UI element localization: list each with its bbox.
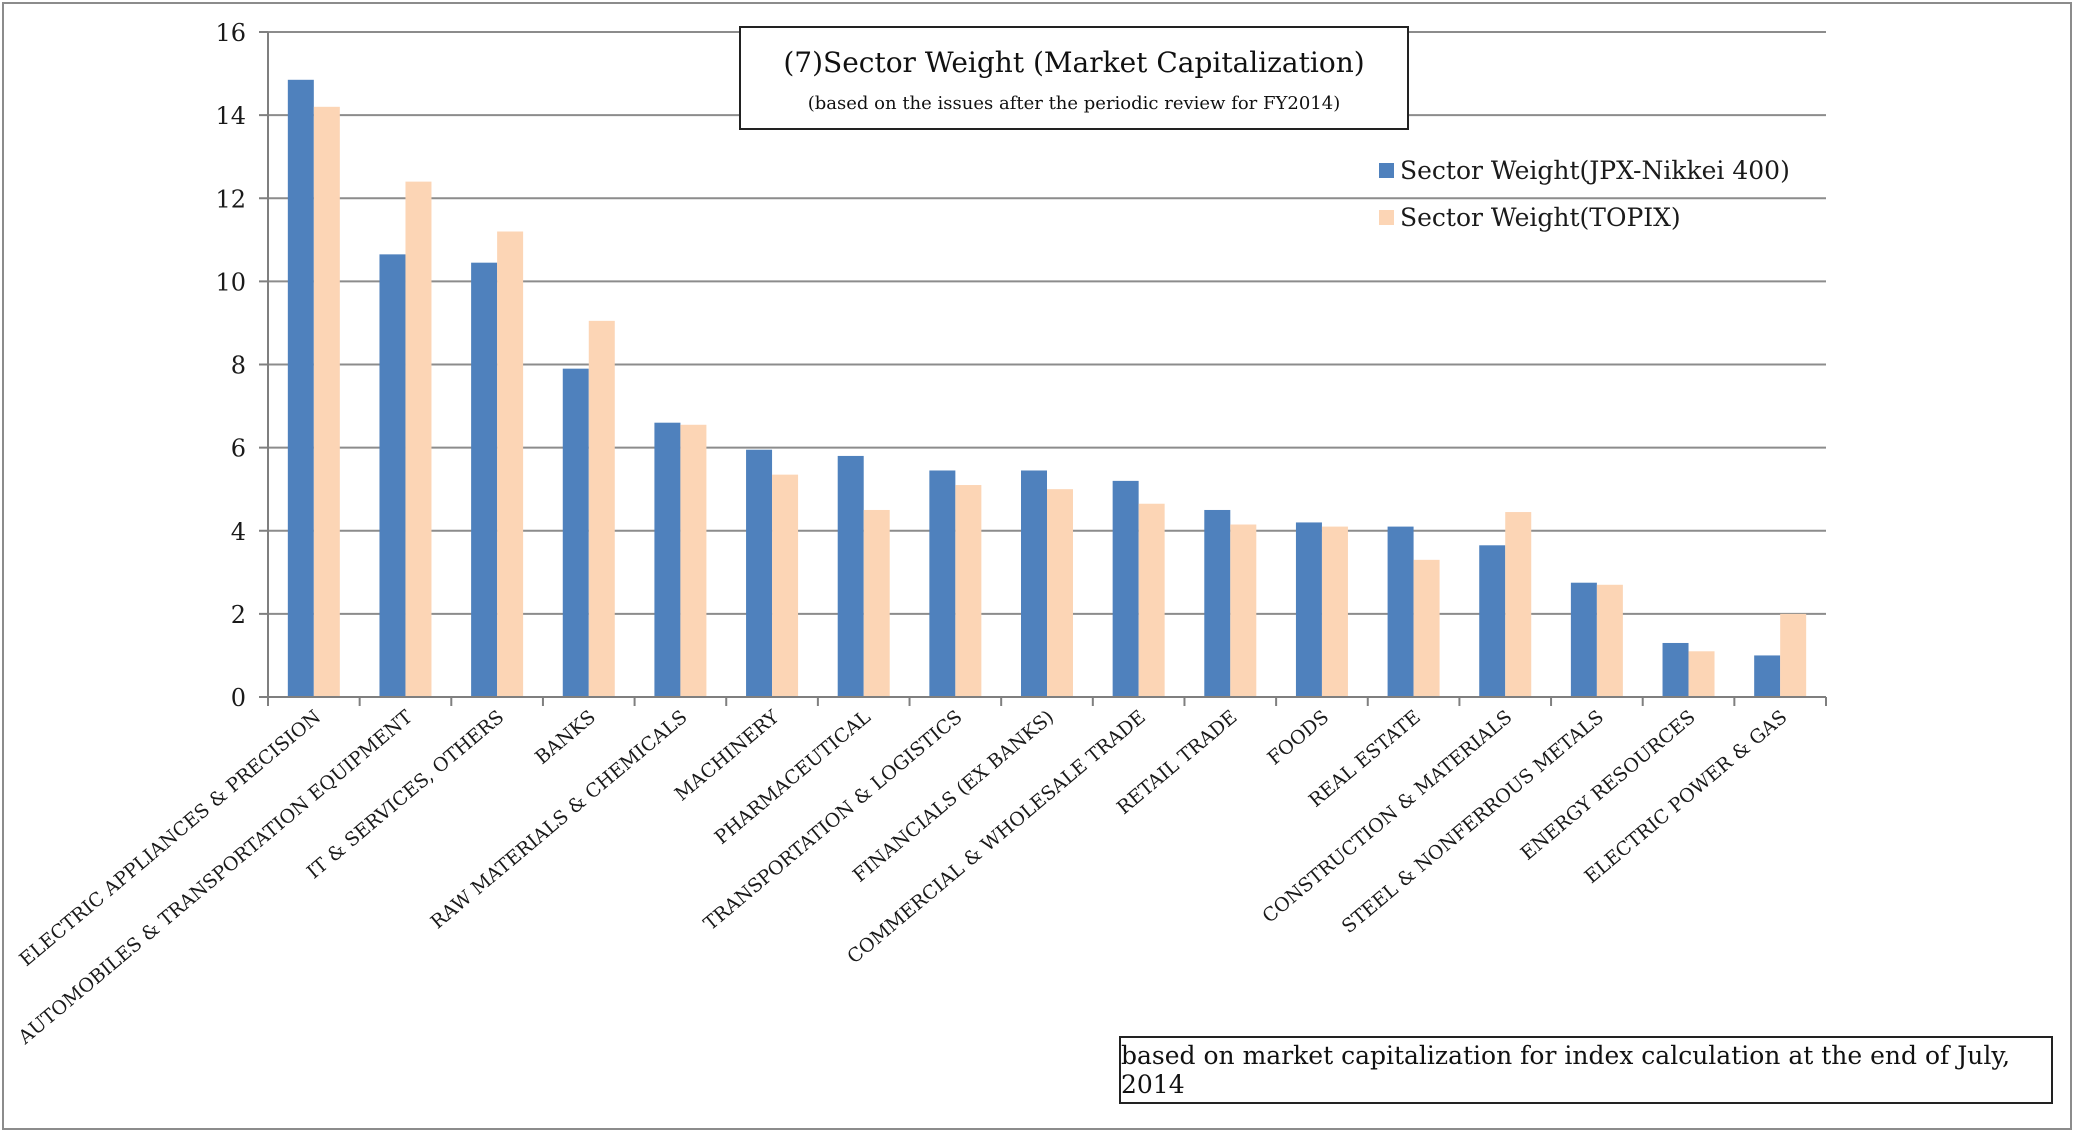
bar xyxy=(1112,480,1139,697)
category-label: ENERGY RESOURCES xyxy=(1517,706,1700,865)
y-tick-label: 6 xyxy=(231,435,246,463)
bar xyxy=(1754,655,1781,697)
bar xyxy=(1047,489,1073,697)
bar xyxy=(1505,512,1532,697)
chart-title-box: (7)Sector Weight (Market Capitalization)… xyxy=(739,26,1409,130)
bars xyxy=(287,79,1807,697)
legend-swatch xyxy=(1379,210,1394,225)
axes xyxy=(259,31,1827,706)
y-tick-label: 0 xyxy=(231,684,246,712)
bar xyxy=(680,424,707,697)
bar xyxy=(562,368,589,697)
legend-swatch xyxy=(1379,163,1394,178)
y-tick-label: 10 xyxy=(215,268,246,296)
bar xyxy=(1596,584,1623,697)
bar xyxy=(1688,651,1715,697)
chart-title: (7)Sector Weight (Market Capitalization) xyxy=(783,46,1365,79)
y-tick-label: 12 xyxy=(215,185,246,213)
y-tick-label: 2 xyxy=(231,601,246,629)
bar xyxy=(287,79,314,697)
category-label: BANKS xyxy=(531,706,600,769)
y-axis-tick-labels: 0 2 4 6 8 10 12 14 16 xyxy=(215,19,246,712)
bar xyxy=(471,262,498,697)
category-label: PHARMACEUTICAL xyxy=(711,706,876,849)
legend: Sector Weight(JPX-Nikkei 400) Sector Weig… xyxy=(1379,156,1790,232)
bar xyxy=(1479,545,1506,697)
bar xyxy=(313,106,340,697)
category-label: AUTOMOBILES & TRANSPORTATION EQUIPMENT xyxy=(14,706,417,1049)
bar xyxy=(1413,559,1440,697)
x-axis-category-labels: ELECTRIC APPLIANCES & PRECISIONAUTOMOBIL… xyxy=(14,706,1792,1050)
bar xyxy=(1138,503,1165,697)
bar xyxy=(772,474,799,697)
legend-label: Sector Weight(TOPIX) xyxy=(1400,203,1681,232)
bar xyxy=(1230,524,1257,697)
bar xyxy=(379,254,406,697)
bar xyxy=(1387,526,1414,697)
legend-label: Sector Weight(JPX-Nikkei 400) xyxy=(1400,156,1790,185)
bar xyxy=(654,422,681,697)
category-label: FOODS xyxy=(1263,706,1333,770)
bar xyxy=(1321,526,1348,697)
bar xyxy=(1662,642,1689,697)
bar xyxy=(588,320,615,697)
bar xyxy=(863,509,890,697)
y-tick-label: 16 xyxy=(215,19,246,47)
bar xyxy=(1021,470,1047,697)
category-label: IT & SERVICES, OTHERS xyxy=(303,706,508,883)
bar xyxy=(929,470,956,697)
bar xyxy=(1204,509,1231,697)
bar xyxy=(1780,613,1807,697)
footnote-text: based on market capitalization for index… xyxy=(1121,1041,2011,1099)
bar xyxy=(1295,522,1322,697)
bar xyxy=(955,485,982,697)
bar xyxy=(837,455,864,697)
bar xyxy=(405,181,432,697)
bar xyxy=(746,449,773,697)
y-tick-label: 14 xyxy=(215,102,246,130)
bar xyxy=(1570,582,1597,697)
y-tick-label: 8 xyxy=(231,352,246,380)
y-tick-label: 4 xyxy=(231,518,246,546)
bar xyxy=(497,231,524,697)
chart-subtitle: (based on the issues after the periodic … xyxy=(807,93,1341,114)
footnote-box: based on market capitalization for index… xyxy=(1119,1036,2053,1104)
